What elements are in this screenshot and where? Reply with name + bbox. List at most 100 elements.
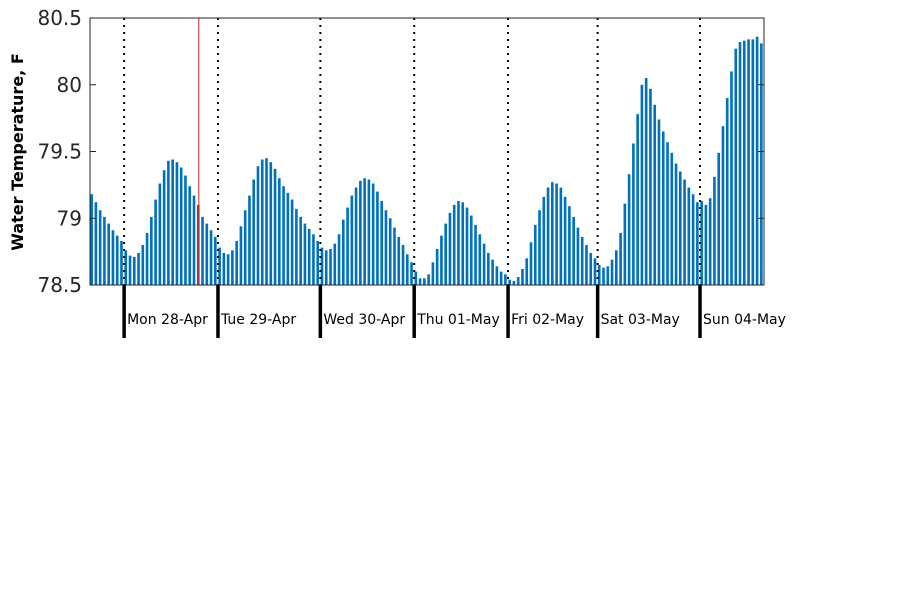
bar <box>666 142 669 285</box>
bar <box>606 266 610 285</box>
bar <box>683 179 686 285</box>
bar <box>529 242 533 285</box>
bar <box>491 259 494 285</box>
bar <box>597 264 601 285</box>
bar <box>171 159 174 285</box>
y-tick-label: 79 <box>57 206 82 230</box>
bar <box>243 210 247 285</box>
bar <box>226 254 230 285</box>
bar <box>751 39 755 285</box>
bar <box>469 215 473 285</box>
bar <box>427 274 430 285</box>
bar <box>98 210 102 285</box>
bar <box>487 252 490 285</box>
bar <box>205 223 209 285</box>
bar <box>738 42 742 285</box>
bar <box>393 227 396 285</box>
bar <box>312 234 315 285</box>
bar <box>303 223 307 285</box>
bar <box>222 252 226 285</box>
bar <box>717 152 721 285</box>
bar <box>533 224 537 285</box>
bar <box>196 204 200 285</box>
bar <box>256 166 260 285</box>
bar <box>107 223 110 285</box>
bar <box>115 235 119 285</box>
bar <box>700 200 703 285</box>
bar <box>713 176 716 285</box>
bar <box>137 252 140 285</box>
bar <box>559 187 563 285</box>
bar <box>192 195 196 285</box>
bar <box>734 48 738 286</box>
bar <box>132 256 136 285</box>
bar <box>316 240 320 285</box>
bar <box>440 235 443 285</box>
bar <box>551 182 554 285</box>
bar <box>201 216 204 285</box>
bar <box>649 88 652 285</box>
bar <box>418 278 422 285</box>
bar <box>521 268 524 285</box>
bar <box>448 212 452 285</box>
bar <box>623 203 627 285</box>
bar <box>235 240 238 285</box>
bar <box>397 236 401 285</box>
bar <box>636 114 639 286</box>
bar <box>653 104 657 285</box>
bar-series <box>90 36 763 286</box>
bar <box>730 71 733 286</box>
bar <box>435 248 439 285</box>
bar <box>504 274 507 285</box>
bar <box>388 218 392 285</box>
bar <box>755 36 759 285</box>
bar <box>499 271 503 285</box>
bar <box>542 196 546 285</box>
bar <box>405 254 409 285</box>
bar <box>444 223 447 285</box>
bar <box>354 187 358 285</box>
x-tick-label: Thu 01-May <box>416 312 500 328</box>
bar <box>461 202 465 285</box>
bar <box>593 258 597 285</box>
bar <box>376 191 379 285</box>
bar <box>333 243 337 285</box>
bar <box>367 179 371 285</box>
bar <box>184 175 187 285</box>
bar <box>167 160 170 285</box>
bar <box>747 39 750 285</box>
bar <box>299 216 302 285</box>
bar <box>269 162 273 285</box>
bar <box>94 202 98 285</box>
bar <box>721 126 725 285</box>
bar <box>209 230 213 285</box>
bar <box>231 250 234 285</box>
bar <box>90 194 93 285</box>
bar <box>760 43 763 285</box>
bar <box>568 206 571 285</box>
bar <box>346 207 349 285</box>
bar <box>239 226 243 285</box>
bar <box>512 280 516 285</box>
bar <box>154 199 157 285</box>
bar <box>337 234 341 285</box>
bar <box>457 200 460 285</box>
bar <box>218 247 221 285</box>
x-tick-label: Sun 04-May <box>703 312 786 328</box>
bar <box>150 216 153 285</box>
y-tick-label: 80 <box>57 73 82 97</box>
bar <box>401 244 405 285</box>
bar <box>158 183 162 285</box>
bar <box>687 187 691 285</box>
bar <box>286 192 290 285</box>
bar <box>141 244 145 285</box>
bar <box>589 252 593 285</box>
bar <box>320 247 324 285</box>
bar <box>359 180 362 285</box>
bar <box>580 236 584 285</box>
bar <box>329 248 332 285</box>
bar <box>691 194 695 285</box>
bar <box>708 198 712 285</box>
bar <box>644 78 648 285</box>
